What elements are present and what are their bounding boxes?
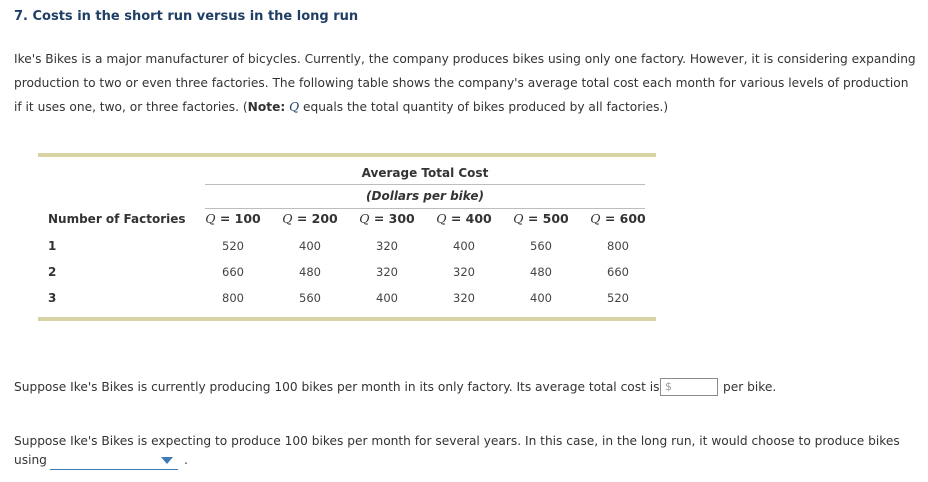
per-bike-label: per bike. (723, 380, 777, 394)
table-header-divider (205, 208, 645, 209)
column-header: Q = 400 (436, 211, 492, 226)
table-cell: 480 (299, 265, 321, 279)
table-cell: 320 (376, 265, 398, 279)
average-total-cost-input[interactable] (675, 380, 715, 394)
table-cell: 660 (222, 265, 244, 279)
table-cell: 560 (530, 239, 552, 253)
row-label: 2 (48, 265, 57, 279)
table-cell: 400 (376, 291, 398, 305)
using-label: using (14, 453, 47, 467)
table-cell: 320 (453, 265, 475, 279)
column-header: Q = 100 (205, 211, 261, 226)
table-cell: 660 (607, 265, 629, 279)
table-cell: 520 (607, 291, 629, 305)
table-group-divider (205, 184, 645, 185)
chevron-down-icon (161, 457, 173, 464)
table-group-subtitle: (Dollars per bike) (366, 189, 484, 203)
currency-label: $ (665, 380, 672, 393)
column-header: Q = 200 (282, 211, 338, 226)
row-header: Number of Factories (48, 212, 186, 226)
question-title: 7. Costs in the short run versus in the … (14, 9, 359, 24)
table-top-rule (38, 153, 656, 157)
column-header: Q = 300 (359, 211, 415, 226)
table-cell: 400 (453, 239, 475, 253)
sentence-period: . (184, 453, 188, 467)
table-cell: 520 (222, 239, 244, 253)
table-cell: 800 (222, 291, 244, 305)
note-label: Note: (247, 100, 286, 114)
factory-count-dropdown[interactable] (50, 454, 178, 470)
table-cell: 800 (607, 239, 629, 253)
table-cell: 560 (299, 291, 321, 305)
table-cell: 400 (299, 239, 321, 253)
table-cell: 480 (530, 265, 552, 279)
table-bottom-rule (38, 317, 656, 321)
table-cell: 320 (376, 239, 398, 253)
table-cell: 320 (453, 291, 475, 305)
intro-paragraph: Ike's Bikes is a major manufacturer of b… (14, 47, 919, 119)
row-label: 3 (48, 291, 57, 305)
intro-text-2: equals the total quantity of bikes produ… (299, 100, 669, 114)
column-header: Q = 500 (513, 211, 569, 226)
row-label: 1 (48, 239, 57, 253)
question-1-text: Suppose Ike's Bikes is currently produci… (14, 380, 660, 394)
q-symbol: Q (289, 100, 300, 114)
question-2-text: Suppose Ike's Bikes is expecting to prod… (14, 434, 900, 448)
table-cell: 400 (530, 291, 552, 305)
average-total-cost-field[interactable]: $ (660, 378, 718, 396)
table-group-title: Average Total Cost (361, 166, 489, 180)
intro-text-1: Ike's Bikes is a major manufacturer of b… (14, 52, 916, 114)
column-header: Q = 600 (590, 211, 646, 226)
